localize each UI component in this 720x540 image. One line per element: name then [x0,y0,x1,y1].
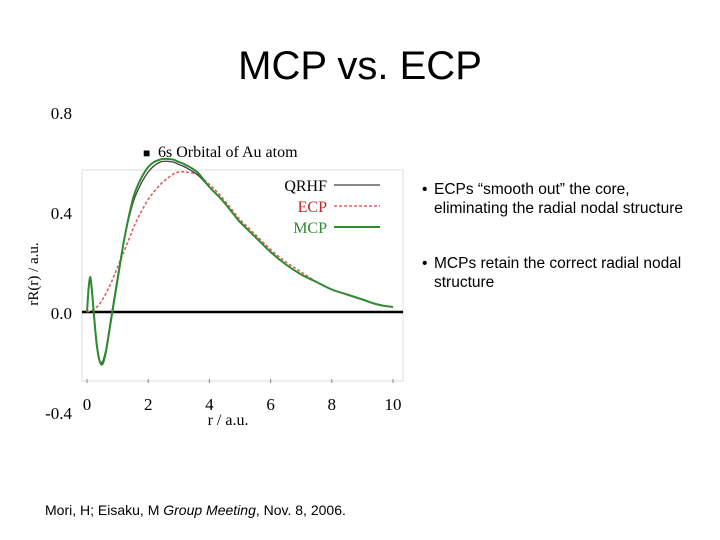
bullet-item-ecp: • ECPs “smooth out” the core, eliminatin… [420,180,700,218]
bullet-mark: • [422,181,428,198]
bullet-list: • ECPs “smooth out” the core, eliminatin… [420,180,700,328]
legend-label-mcp: MCP [293,220,327,237]
slide-title: MCP vs. ECP [238,44,482,88]
y-tick-label: 0.4 [51,204,73,223]
x-tick-label: 4 [205,395,214,414]
series-lines [86,157,394,366]
x-axis-label: r / a.u. [208,412,249,429]
y-tick-label: 0.0 [51,304,72,323]
x-tick-labels: 0 2 4 6 8 10 [83,379,402,414]
x-tick-label: 8 [328,395,337,414]
legend-label-qrhf: QRHF [284,178,327,195]
chart-title-marker: ■ [143,146,150,160]
bullet-text: MCPs retain the correct radial nodal str… [434,255,682,291]
y-axis-label: rR(r) / a.u. [26,242,42,305]
bullet-item-mcp: • MCPs retain the correct radial nodal s… [420,254,700,292]
chart-title-group: ■ 6s Orbital of Au atom [143,144,298,161]
legend-label-ecp: ECP [298,199,327,216]
chart-title: 6s Orbital of Au atom [158,144,298,161]
x-tick-label: 0 [83,395,92,414]
citation-date: , Nov. 8, 2006. [255,502,346,518]
citation-authors: Mori, H; Eisaku, M [45,502,164,518]
x-tick-label: 10 [385,395,402,414]
citation-footer: Mori, H; Eisaku, M Group Meeting, Nov. 8… [45,502,346,518]
bullet-mark: • [422,255,428,272]
y-tick-label: 0.8 [51,104,72,123]
y-tick-labels: 0.8 0.4 0.0 -0.4 [45,104,72,423]
x-tick-label: 2 [144,395,153,414]
x-tick-label: 6 [266,395,275,414]
legend: QRHF ECP MCP [284,178,380,237]
citation-venue: Group Meeting [163,502,256,518]
plot-area [81,169,404,382]
series-line-mcp [86,157,394,366]
y-tick-label: -0.4 [45,404,72,423]
bullet-text: ECPs “smooth out” the core, eliminating … [434,181,683,217]
